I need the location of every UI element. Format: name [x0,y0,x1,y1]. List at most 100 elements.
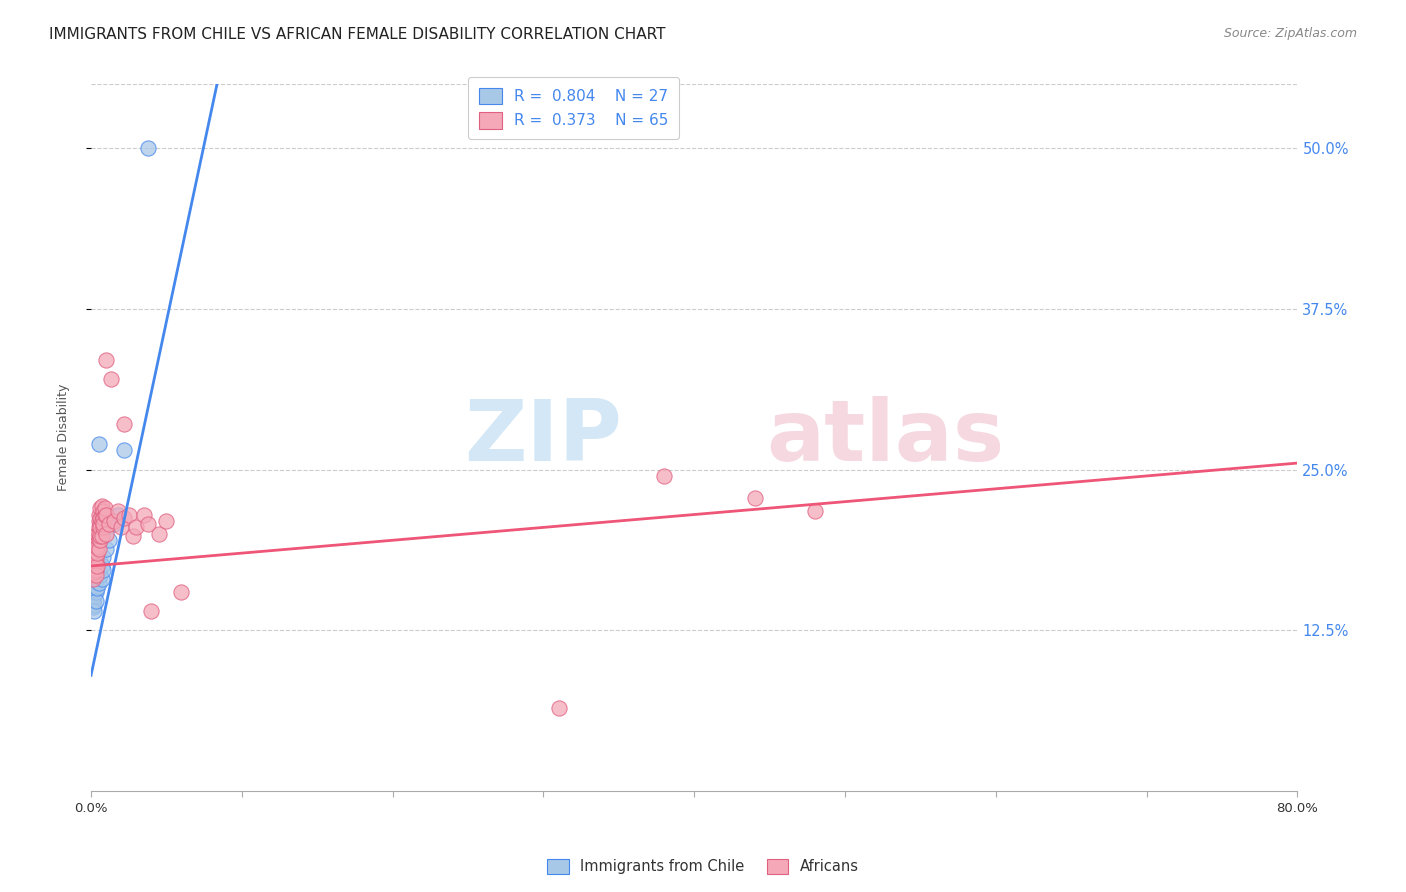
Point [83,555,105,569]
Point [83,604,105,618]
Point [136,516,159,531]
Point [86,540,108,554]
Point [84,540,107,554]
Text: IMMIGRANTS FROM CHILE VS AFRICAN FEMALE DISABILITY CORRELATION CHART: IMMIGRANTS FROM CHILE VS AFRICAN FEMALE … [49,27,665,42]
Point [83,559,105,574]
Point [93,501,115,516]
Point [84,574,107,589]
Point [84,593,107,607]
Point [89,520,111,534]
Point [118,508,141,522]
Point [84,555,107,569]
Point [90,572,112,586]
Point [91,516,114,531]
Point [87,563,110,577]
Text: Source: ZipAtlas.com: Source: ZipAtlas.com [1223,27,1357,40]
Point [652,469,675,483]
Point [155,514,177,528]
Point [90,514,112,528]
Point [112,417,135,432]
Point [82,563,104,577]
Point [94,526,117,541]
Point [83,581,105,595]
Point [87,508,110,522]
Point [132,508,155,522]
Point [91,520,114,534]
Point [93,508,115,522]
Point [91,511,114,525]
Point [86,559,108,574]
Point [91,549,114,564]
Point [82,584,104,599]
Y-axis label: Female Disability: Female Disability [58,384,70,491]
Point [86,546,108,560]
Point [112,443,135,458]
Point [91,504,114,518]
Point [89,568,111,582]
Point [89,555,111,569]
Point [87,575,110,590]
Point [84,549,107,564]
Point [84,563,107,577]
Point [90,559,112,574]
Point [84,568,107,582]
Point [91,563,114,577]
Point [86,568,108,582]
Point [82,549,104,564]
Point [98,533,121,548]
Point [87,533,110,548]
Point [89,501,111,516]
Point [90,499,112,513]
Point [82,600,104,615]
Point [100,372,122,386]
Point [94,353,117,368]
Point [98,516,121,531]
Point [87,520,110,534]
Point [89,511,111,525]
Legend: Immigrants from Chile, Africans: Immigrants from Chile, Africans [541,853,865,880]
Point [82,593,104,607]
Point [170,584,193,599]
Point [87,514,110,528]
Point [83,546,105,560]
Point [112,511,135,525]
Point [82,572,104,586]
Text: ZIP: ZIP [464,396,621,479]
Point [103,516,125,531]
Legend: R =  0.804    N = 27, R =  0.373    N = 65: R = 0.804 N = 27, R = 0.373 N = 65 [468,77,679,139]
Point [89,529,111,543]
Point [82,568,104,582]
Point [87,526,110,541]
Point [90,508,112,522]
Point [84,584,107,599]
Point [86,526,108,541]
Point [744,491,766,505]
Point [94,542,117,557]
Text: atlas: atlas [766,396,1005,479]
Point [83,589,105,603]
Point [90,529,112,543]
Point [107,504,129,518]
Point [122,529,145,543]
Point [89,516,111,531]
Point [148,526,170,541]
Point [136,141,159,155]
Point [83,598,105,612]
Point [87,542,110,557]
Point [86,533,108,548]
Point [86,581,108,595]
Point [103,514,125,528]
Point [141,604,163,618]
Point [110,520,132,534]
Point [125,520,148,534]
Point [107,508,129,522]
Point [83,566,105,580]
Point [82,559,104,574]
Point [87,437,110,451]
Point [547,700,569,714]
Point [82,578,104,592]
Point [89,533,111,548]
Point [94,508,117,522]
Point [804,504,827,518]
Point [83,552,105,566]
